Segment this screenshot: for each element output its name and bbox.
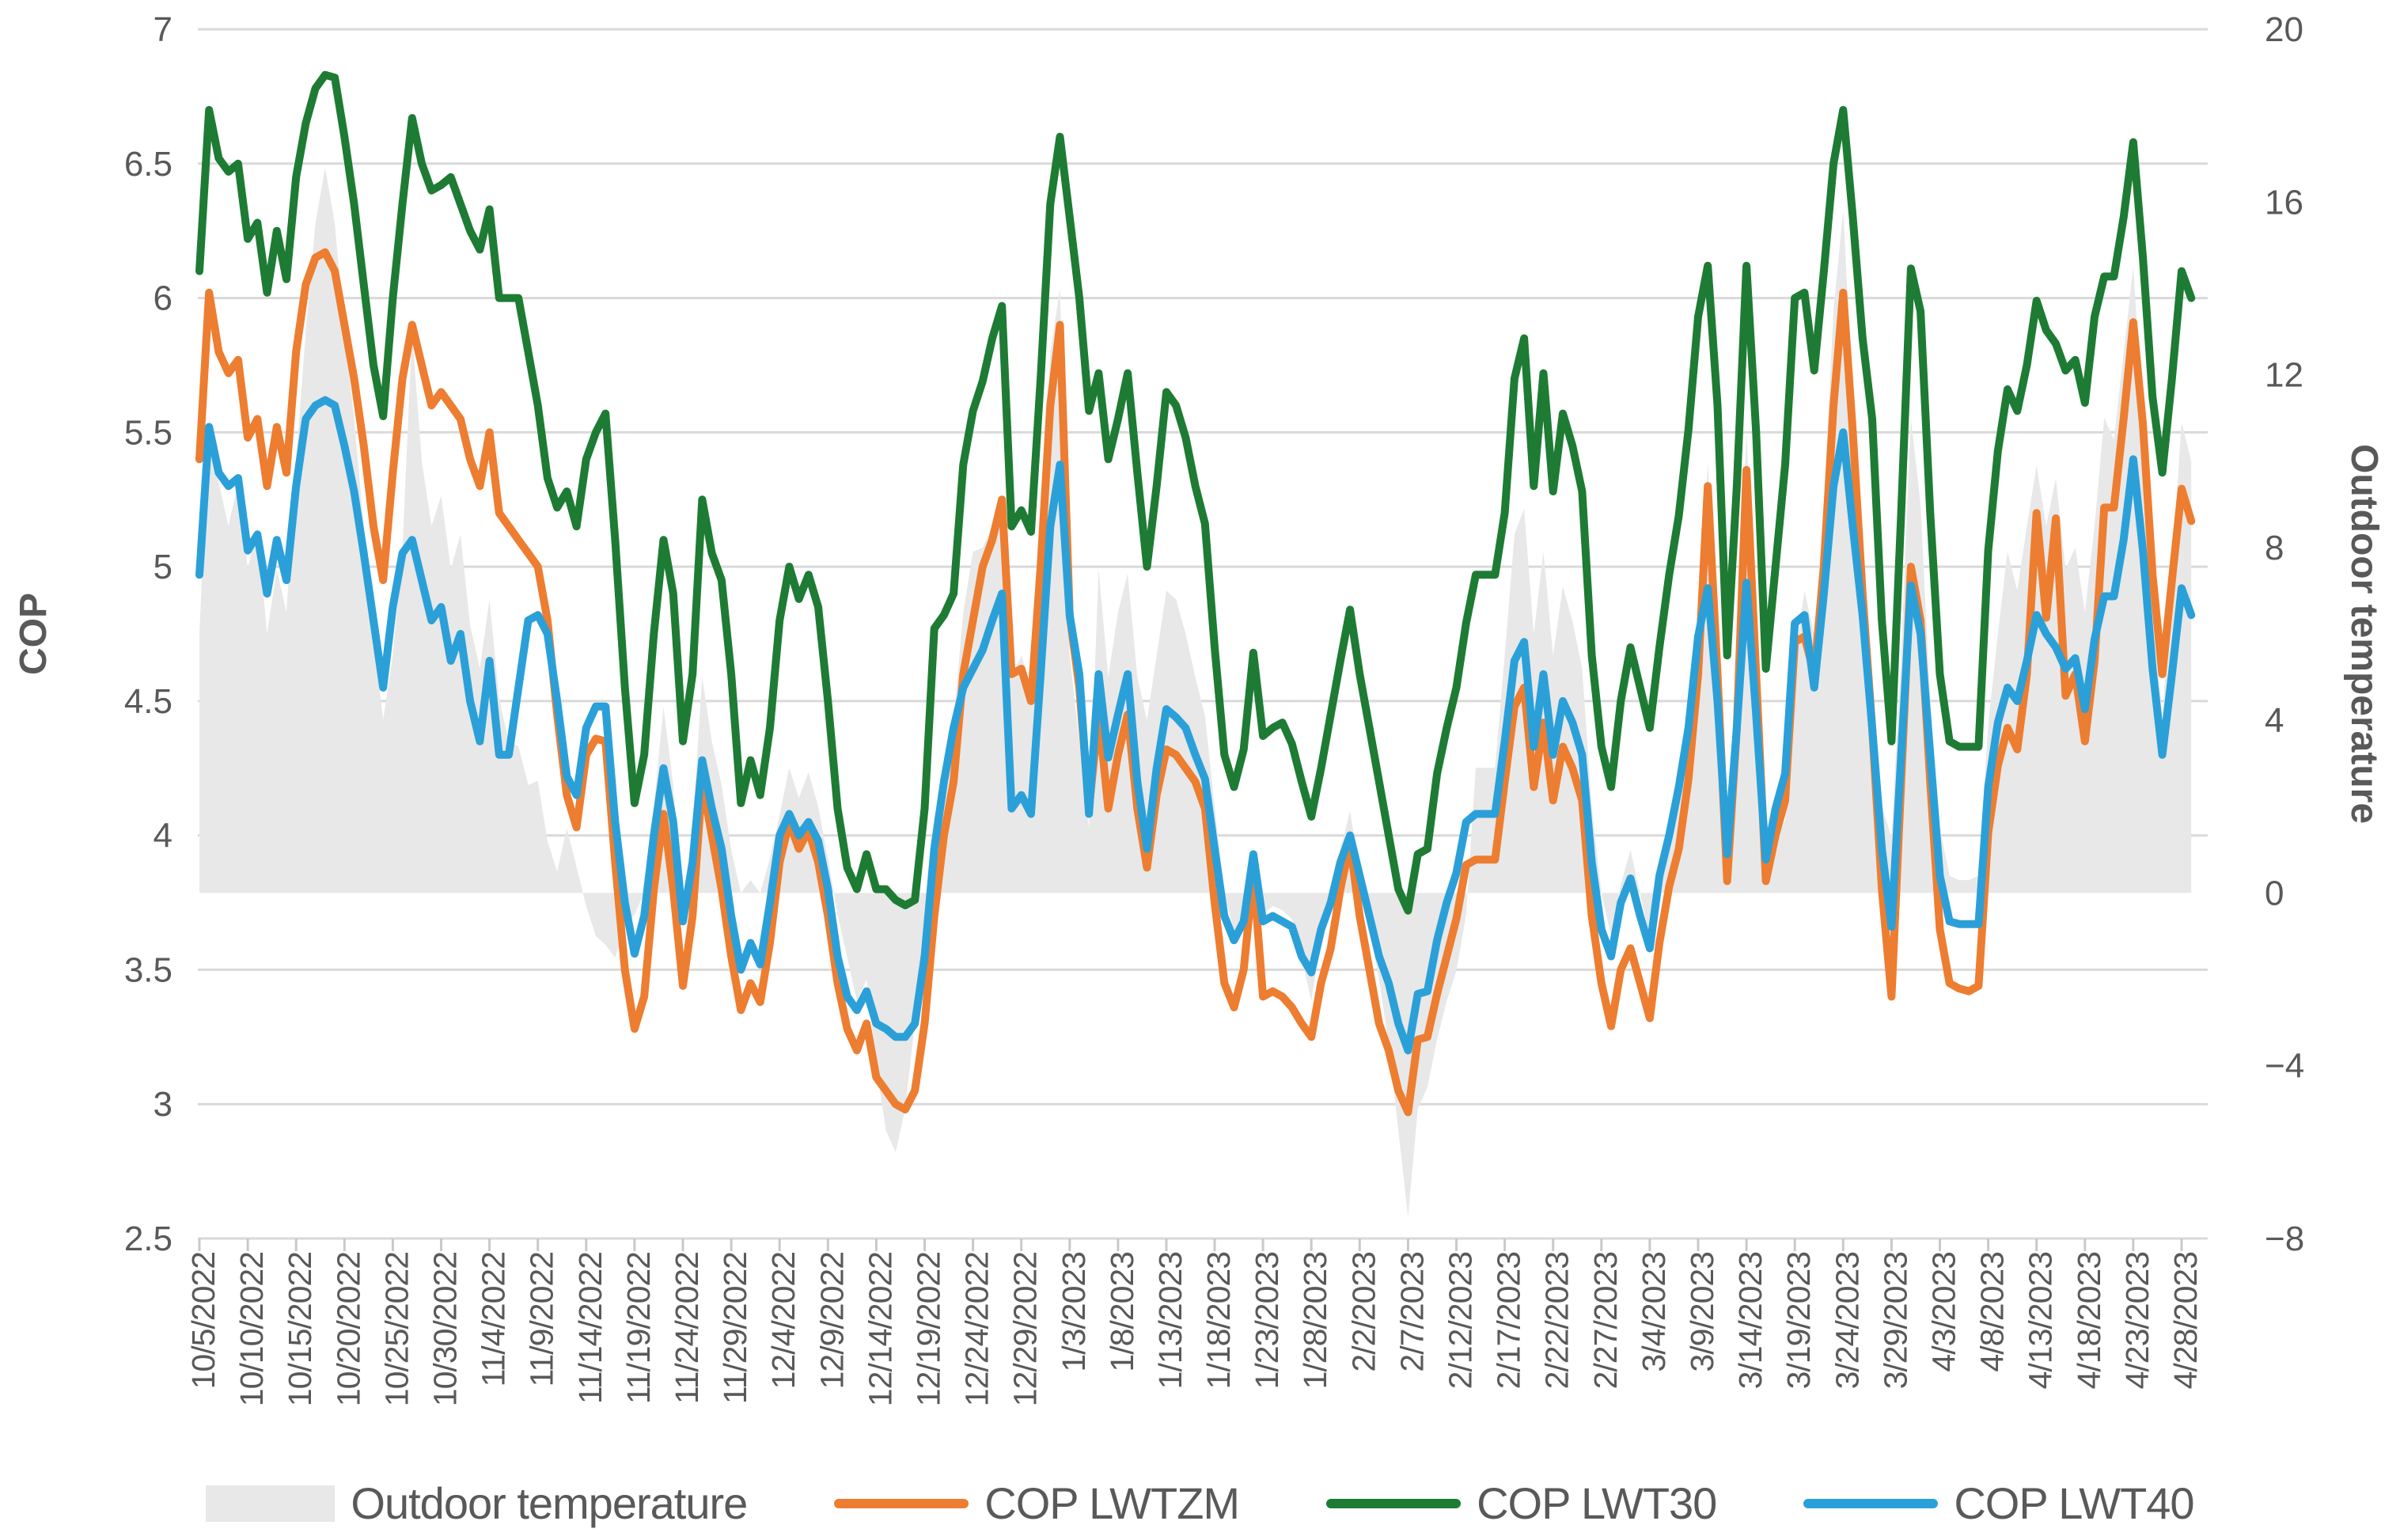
cop-lwt30-line <box>195 70 2196 915</box>
right-axis-tick-label: 16 <box>2265 183 2303 222</box>
x-axis-tick-label: 10/15/2022 <box>282 1252 318 1406</box>
right-axis-tick-label: −8 <box>2265 1219 2304 1258</box>
x-axis-tick-label: 1/13/2023 <box>1152 1252 1189 1389</box>
legend-label: COP LWTZM <box>984 1478 1240 1528</box>
x-axis-tick-label: 10/25/2022 <box>378 1252 415 1406</box>
x-axis-tick-label: 3/24/2023 <box>1829 1252 1865 1389</box>
x-axis-tick-label: 1/23/2023 <box>1249 1252 1285 1389</box>
right-axis-tick-label: 20 <box>2265 10 2303 49</box>
x-axis-tick-label: 11/14/2022 <box>572 1252 609 1404</box>
legend-item-cop-lwt30: COP LWT30 <box>1326 1477 1717 1529</box>
left-axis-tick-label: 6 <box>154 279 173 318</box>
x-axis-tick-label: 3/9/2023 <box>1684 1252 1720 1372</box>
x-axis-tick-label: 12/14/2022 <box>862 1252 898 1406</box>
legend-line-swatch <box>1803 1498 1939 1508</box>
left-axis-tick-label: 7 <box>154 10 173 49</box>
left-axis-tick-label: 4.5 <box>124 682 173 721</box>
x-axis-tick-label: 4/8/2023 <box>1974 1252 2011 1372</box>
right-axis-tick-label: 4 <box>2265 701 2284 740</box>
right-axis-title: Outdoor temperature <box>2343 444 2385 824</box>
left-axis-tick-label: 4 <box>154 817 173 855</box>
x-axis-tick-label: 1/28/2023 <box>1297 1252 1333 1389</box>
right-axis-tick-label: 12 <box>2265 356 2303 395</box>
cop-lwtzm-line <box>195 248 2196 1117</box>
x-axis-tick-label: 2/7/2023 <box>1393 1252 1430 1372</box>
series-group <box>195 70 2196 1217</box>
x-axis-tick-label: 2/12/2023 <box>1443 1252 1479 1389</box>
legend-label: Outdoor temperature <box>351 1478 748 1528</box>
x-axis-tick-label: 3/14/2023 <box>1732 1252 1769 1389</box>
x-axis-tick-label: 4/23/2023 <box>2119 1252 2155 1389</box>
x-axis-tick-label: 10/5/2022 <box>185 1252 222 1389</box>
x-axis-tick-label: 2/17/2023 <box>1491 1252 1527 1389</box>
left-axis-tick-label: 3 <box>154 1085 173 1124</box>
left-axis-tick-label: 3.5 <box>124 950 173 989</box>
x-axis-tick-label: 2/2/2023 <box>1345 1252 1382 1372</box>
x-axis-tick-label: 10/10/2022 <box>233 1252 270 1406</box>
x-axis-tick-label: 1/8/2023 <box>1104 1252 1140 1372</box>
x-axis-tick-label: 11/4/2022 <box>476 1252 512 1386</box>
x-axis-tick-label: 10/30/2022 <box>427 1252 464 1406</box>
legend-line-swatch <box>1326 1498 1462 1508</box>
right-axis-tick-label: −4 <box>2265 1047 2304 1086</box>
x-axis-tick-label: 4/28/2023 <box>2167 1252 2204 1389</box>
x-axis-tick-label: 10/20/2022 <box>330 1252 366 1406</box>
x-axis-tick-label: 4/13/2023 <box>2023 1252 2059 1389</box>
left-axis-tick-label: 2.5 <box>124 1219 173 1258</box>
left-axis-tick-label: 5.5 <box>124 413 173 452</box>
left-axis-title: COP <box>13 593 55 675</box>
legend-item-cop-lwt40: COP LWT40 <box>1803 1477 2195 1529</box>
x-axis-tick-label: 12/29/2022 <box>1007 1252 1044 1406</box>
x-axis-tick-label: 12/4/2022 <box>765 1252 802 1389</box>
cop-lwt40-line <box>195 396 2196 1055</box>
legend-label: COP LWT30 <box>1477 1478 1717 1528</box>
x-axis-tick-label: 3/29/2023 <box>1877 1252 1913 1389</box>
right-axis-tick-label: 8 <box>2265 529 2284 567</box>
legend-item-outdoor-temperature: Outdoor temperature <box>206 1477 748 1529</box>
x-axis-tick-label: 11/9/2022 <box>524 1252 560 1386</box>
legend: Outdoor temperature COP LWTZM COP LWT30 COP… <box>0 1477 2400 1529</box>
x-axis-tick-label: 12/19/2022 <box>911 1252 947 1406</box>
legend-item-cop-lwtzm: COP LWTZM <box>834 1477 1240 1529</box>
right-axis-tick-label: 0 <box>2265 874 2284 912</box>
x-axis-tick-label: 1/3/2023 <box>1056 1252 1092 1372</box>
x-axis-tick-label: 11/29/2022 <box>717 1252 753 1404</box>
x-axis-tick-label: 4/3/2023 <box>1926 1252 1962 1372</box>
x-axis-tick-label: 12/9/2022 <box>813 1252 850 1389</box>
x-axis-tick-label: 1/18/2023 <box>1200 1252 1237 1389</box>
x-axis-tick-label: 11/24/2022 <box>669 1252 705 1404</box>
left-axis-tick-label: 6.5 <box>124 145 173 184</box>
legend-area-swatch <box>206 1485 336 1522</box>
legend-line-swatch <box>834 1498 969 1508</box>
x-axis-tick-label: 3/4/2023 <box>1636 1252 1672 1372</box>
outdoor-temperature-area <box>199 167 2192 1217</box>
left-axis-tick-label: 5 <box>154 548 173 586</box>
legend-label: COP LWT40 <box>1954 1478 2194 1528</box>
x-axis-tick-label: 12/24/2022 <box>959 1252 995 1406</box>
x-axis-tick-label: 11/19/2022 <box>620 1252 657 1404</box>
x-axis-tick-label: 3/19/2023 <box>1780 1252 1817 1389</box>
x-axis-tick-label: 2/22/2023 <box>1539 1252 1575 1389</box>
axis-ticks-and-labels: 7 6.5 6 5.5 5 4.5 4 3.5 3 2.5 20 16 12 8 4 0 −4 −8 10/5/20… <box>124 10 2304 1406</box>
x-axis-tick-label: 2/27/2023 <box>1587 1252 1624 1389</box>
x-axis-tick-label: 4/18/2023 <box>2071 1252 2107 1389</box>
